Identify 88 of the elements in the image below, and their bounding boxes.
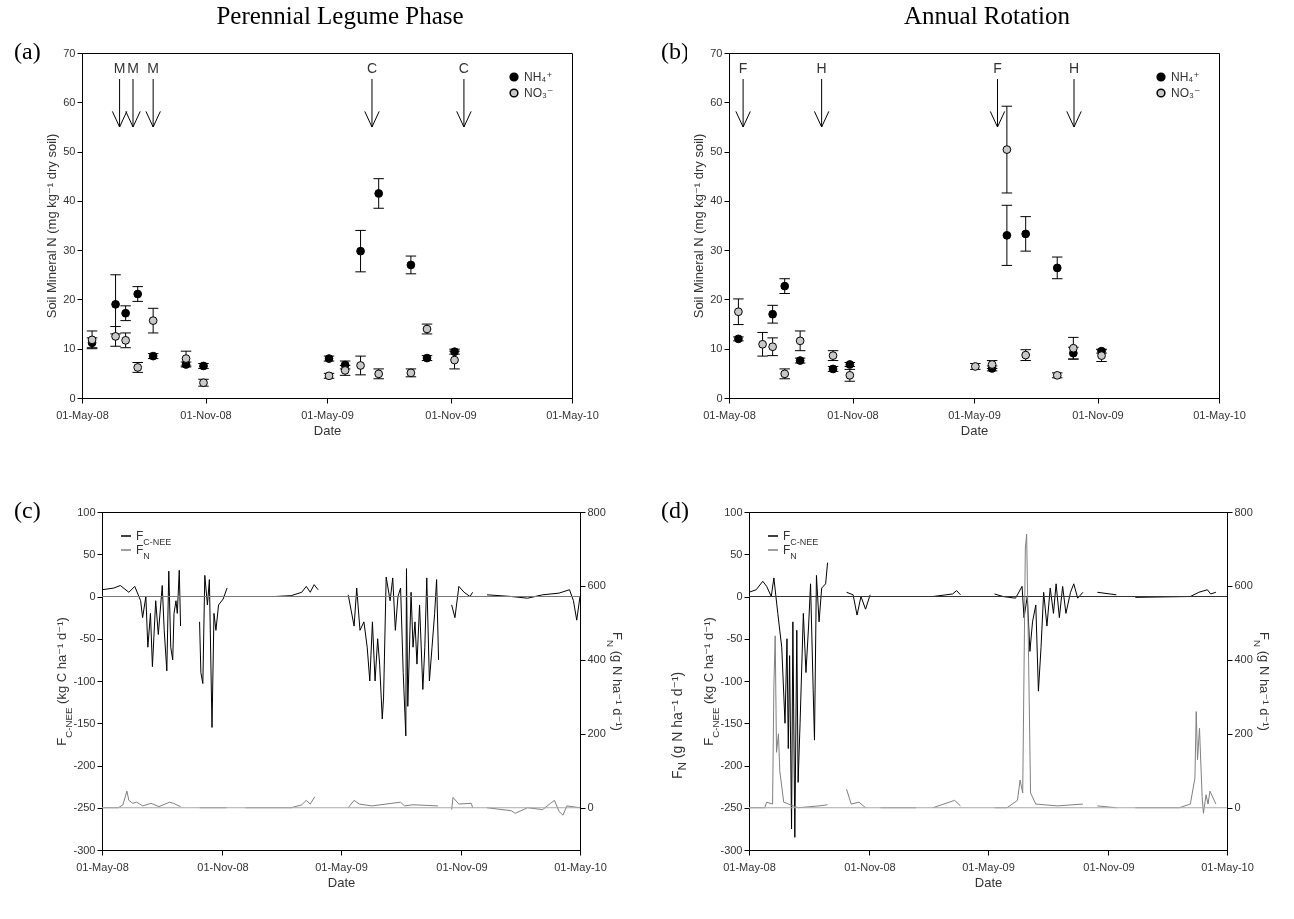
x-tick-label: 01-May-10 xyxy=(1201,860,1254,873)
y-tick-label: 50 xyxy=(83,547,96,560)
y-tick-label: 0 xyxy=(716,391,723,404)
y-tick-label: -200 xyxy=(73,759,96,771)
ref-line-label: C xyxy=(458,60,469,76)
ref-line-label: F xyxy=(738,60,748,76)
x-tick-label: 01-Nov-08 xyxy=(197,860,249,873)
y2-tick-label: 400 xyxy=(1234,653,1253,666)
x-tick-label: 01-May-10 xyxy=(546,408,599,421)
y-tick-label: -250 xyxy=(720,801,743,814)
x-tick-label: 01-Nov-09 xyxy=(425,408,477,421)
y2-tick-label: 600 xyxy=(587,579,606,592)
x-tick-label: 01-May-09 xyxy=(315,860,368,873)
y2-tick-label: 200 xyxy=(587,727,606,740)
y-tick-label: -250 xyxy=(73,801,96,814)
y2-tick-label: 800 xyxy=(1234,505,1253,518)
y-tick-label: 20 xyxy=(63,292,76,305)
y-tick-label: -100 xyxy=(73,674,96,687)
y-tick-label: 100 xyxy=(724,505,743,518)
x-tick-label: 01-May-08 xyxy=(703,408,756,421)
y-tick-label: 50 xyxy=(730,547,743,560)
x-tick-label: 01-Nov-09 xyxy=(1072,408,1124,421)
y-tick-label: -100 xyxy=(720,674,743,687)
text: (c) xyxy=(14,497,41,524)
y-axis-title: Soil Mineral N (mg kg⁻¹ dry soil) xyxy=(44,133,60,319)
ref-line-label: M xyxy=(113,60,126,76)
y-tick-label: -150 xyxy=(720,716,743,729)
x-tick-label: 01-Nov-08 xyxy=(844,860,896,873)
y2-tick-label: 0 xyxy=(1234,801,1241,814)
y-tick-label: -300 xyxy=(73,843,96,856)
x-tick-label: 01-May-09 xyxy=(948,408,1001,421)
y-tick-label: 40 xyxy=(63,194,76,207)
ref-line-label: C xyxy=(366,60,378,76)
y-tick-label: 0 xyxy=(69,391,76,404)
chart-title: Perennial Legume Phase xyxy=(215,2,465,30)
x-axis-title: Date xyxy=(974,874,1003,890)
y2-tick-label: 0 xyxy=(587,801,594,814)
y-tick-label: 10 xyxy=(710,342,723,355)
legend-label: NO₃⁻ xyxy=(1171,86,1201,100)
y-tick-label: -300 xyxy=(720,843,743,856)
y-tick-label: 70 xyxy=(710,46,723,59)
x-axis-title: Date xyxy=(327,874,356,890)
y-tick-label: 100 xyxy=(77,505,96,518)
x-tick-label: 01-Nov-08 xyxy=(180,408,232,421)
text: (d) xyxy=(661,497,689,524)
y2-tick-label: 400 xyxy=(587,653,606,666)
ref-line-label: M xyxy=(127,60,139,76)
x-tick-label: 01-May-09 xyxy=(962,860,1015,873)
x-tick-label: 01-May-08 xyxy=(56,408,109,421)
y-tick-label: -50 xyxy=(726,632,743,645)
y-tick-label: 20 xyxy=(710,292,723,305)
ref-line-label: H xyxy=(1068,60,1080,76)
y-tick-label: 70 xyxy=(63,46,76,59)
y2-tick-label: 600 xyxy=(1234,579,1253,592)
x-tick-label: 01-Nov-08 xyxy=(827,408,879,421)
x-tick-label: 01-May-08 xyxy=(76,860,129,873)
y-tick-label: 60 xyxy=(63,95,76,108)
y-tick-label: 40 xyxy=(710,194,723,207)
y-tick-label: -150 xyxy=(73,716,96,729)
legend-label: NH₄⁺ xyxy=(524,70,553,84)
text: (a) xyxy=(14,38,41,65)
y-axis-title: Soil Mineral N (mg kg⁻¹ dry soil) xyxy=(691,133,707,319)
ref-line-label: M xyxy=(147,60,159,76)
y-tick-label: 10 xyxy=(63,342,76,355)
y2-tick-label: 200 xyxy=(1234,727,1253,740)
x-axis-title: Date xyxy=(313,422,342,438)
x-tick-label: 01-May-10 xyxy=(1193,408,1246,421)
x-tick-label: 01-May-09 xyxy=(301,408,354,421)
y-tick-label: 50 xyxy=(710,145,723,158)
y-tick-label: 60 xyxy=(710,95,723,108)
legend-label: NH₄⁺ xyxy=(1171,70,1200,84)
chart-title: Annual Rotation xyxy=(903,2,1071,30)
x-tick-label: 01-May-08 xyxy=(723,860,776,873)
y-tick-label: 50 xyxy=(63,145,76,158)
legend-label: NO₃⁻ xyxy=(524,86,554,100)
x-axis-title: Date xyxy=(960,422,989,438)
x-tick-label: 01-May-10 xyxy=(554,860,607,873)
x-tick-label: 01-Nov-09 xyxy=(1083,860,1135,873)
x-tick-label: 01-Nov-09 xyxy=(436,860,488,873)
y-tick-label: 30 xyxy=(710,243,723,256)
ref-line-label: H xyxy=(816,60,827,76)
y-tick-label: -50 xyxy=(79,632,96,645)
y-tick-label: 30 xyxy=(63,243,76,256)
y-tick-label: -200 xyxy=(720,759,743,771)
y-tick-label: 0 xyxy=(736,590,743,602)
ref-line-label: F xyxy=(993,60,1002,76)
y2-tick-label: 800 xyxy=(587,505,606,518)
y-tick-label: 0 xyxy=(89,590,96,602)
